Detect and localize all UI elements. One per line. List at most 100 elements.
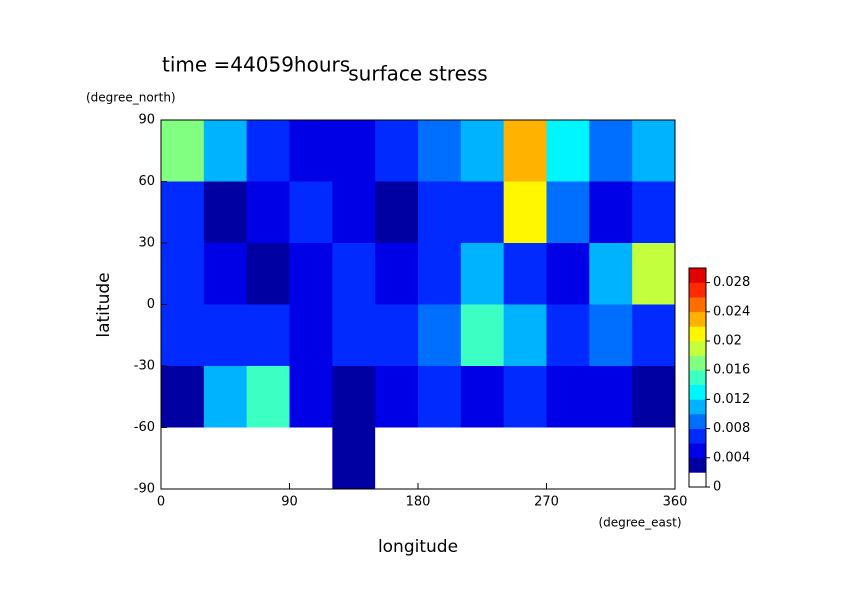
- field-cell: [503, 120, 547, 182]
- colorbar-swatch: [689, 268, 706, 283]
- colorbar-tick-label: 0.012: [713, 392, 750, 407]
- colorbar-swatch: [689, 414, 706, 429]
- field-cell: [589, 427, 633, 490]
- colorbar-tick-label: 0.004: [713, 450, 750, 465]
- field-cell: [546, 304, 590, 367]
- y-tick-label: 0: [147, 297, 155, 312]
- field-cell: [460, 304, 505, 367]
- colorbar-swatch: [689, 428, 706, 444]
- x-tick-label: 270: [534, 495, 559, 510]
- x-tick-label: 360: [663, 495, 688, 510]
- field-cell: [632, 427, 676, 490]
- field-cell: [246, 120, 290, 182]
- x-unit: (degree_east): [598, 516, 681, 530]
- field-cell: [161, 427, 205, 490]
- field-cell: [375, 181, 419, 244]
- field-cell: [460, 243, 505, 305]
- colorbar-swatch: [689, 297, 706, 313]
- field-cell: [203, 181, 248, 244]
- field-cell: [503, 181, 547, 244]
- field-cell: [460, 427, 505, 490]
- field-cell: [632, 120, 676, 182]
- field-cell: [418, 427, 462, 490]
- field-cell: [589, 243, 633, 305]
- colorbar-frame: [688, 267, 707, 488]
- time-label: time =44059hours: [162, 53, 350, 77]
- colorbar-swatch: [689, 311, 706, 327]
- colorbar-tick-label: 0.008: [713, 421, 750, 436]
- x-tick-label: 180: [406, 495, 431, 510]
- field-cell: [589, 181, 633, 244]
- field-cell: [203, 304, 248, 367]
- colorbar-swatch: [689, 443, 706, 459]
- colorbar-swatch: [689, 384, 706, 400]
- colorbar-swatch: [689, 370, 706, 386]
- field-cell: [332, 243, 376, 305]
- y-tick-label: 30: [138, 236, 155, 251]
- chart-title: surface stress: [348, 62, 487, 86]
- field-cell: [332, 366, 376, 428]
- field-cell: [375, 304, 419, 367]
- field-cell: [503, 427, 547, 490]
- y-tick-label: -30: [134, 359, 155, 374]
- colorbar-tick-label: 0: [713, 480, 721, 495]
- colorbar-swatch: [689, 341, 706, 356]
- colorbar-swatch: [689, 472, 706, 488]
- colorbar-tick-label: 0.02: [713, 334, 742, 349]
- field-cell: [246, 181, 290, 244]
- field-cell: [460, 366, 505, 428]
- field-cell: [546, 243, 590, 305]
- field-cell: [546, 181, 590, 244]
- field-cell: [332, 181, 376, 244]
- field-cell: [332, 304, 376, 367]
- field-cell: [289, 366, 333, 428]
- field-cell: [289, 120, 333, 182]
- x-tick-label: 0: [157, 495, 165, 510]
- x-tick-label: 90: [281, 495, 298, 510]
- field-cell: [503, 366, 547, 428]
- colorbar-swatch: [689, 457, 706, 473]
- field-cell: [161, 243, 205, 305]
- field-cell: [589, 120, 633, 182]
- field-cell: [418, 243, 462, 305]
- field-cell: [289, 243, 333, 305]
- field-cell: [332, 427, 376, 490]
- colorbar-tick-label: 0.024: [713, 304, 750, 319]
- y-tick-label: 90: [138, 113, 155, 128]
- colorbar-swatch: [689, 355, 706, 371]
- colorbar-swatch: [689, 399, 706, 415]
- field-cell: [246, 243, 290, 305]
- y-axis-label: latitude: [94, 272, 114, 337]
- field-cell: [375, 427, 419, 490]
- field-cell: [332, 120, 376, 182]
- colorbar-swatch: [689, 326, 706, 342]
- field-cell: [418, 181, 462, 244]
- field-cell: [161, 366, 205, 428]
- field-cell: [632, 366, 676, 428]
- field-cell: [632, 243, 676, 305]
- field-cell: [546, 120, 590, 182]
- field-cell: [589, 366, 633, 428]
- field-cell: [418, 304, 462, 367]
- y-tick-label: -60: [134, 420, 155, 435]
- field-cell: [161, 120, 205, 182]
- field-cell: [246, 366, 290, 428]
- field-cell: [203, 243, 248, 305]
- field-cell: [418, 120, 462, 182]
- colorbar-tick-label: 0.016: [713, 363, 750, 378]
- field-cell: [375, 243, 419, 305]
- field-cell: [289, 181, 333, 244]
- x-axis-label: longitude: [378, 537, 458, 557]
- field-cell: [246, 427, 290, 490]
- y-tick-label: -90: [134, 482, 155, 497]
- field-cell: [589, 304, 633, 367]
- field-cell: [546, 427, 590, 490]
- field-cell: [203, 366, 248, 428]
- field-cell: [503, 243, 547, 305]
- y-tick-label: 60: [138, 174, 155, 189]
- field-cell: [203, 120, 248, 182]
- field-cell: [203, 427, 248, 490]
- field-cell: [418, 366, 462, 428]
- y-unit: (degree_north): [86, 91, 176, 105]
